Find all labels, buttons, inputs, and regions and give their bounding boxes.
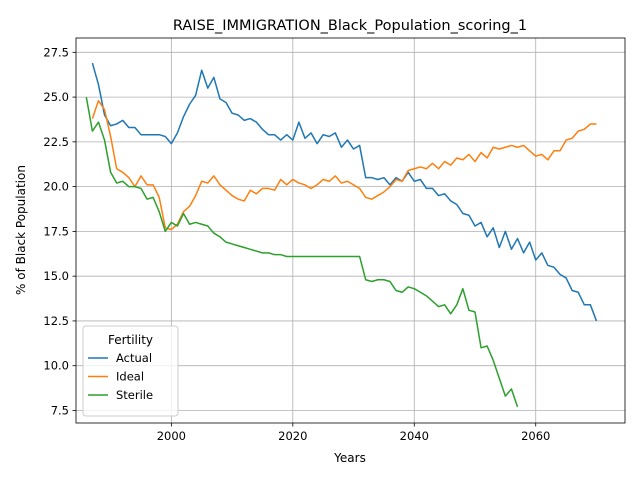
y-tick-label: 17.5 xyxy=(43,224,69,238)
legend-label-sterile: Sterile xyxy=(116,388,153,402)
x-tick-label: 2000 xyxy=(157,429,186,443)
x-axis-label: Years xyxy=(333,451,366,465)
legend-label-actual: Actual xyxy=(116,351,152,365)
chart-title: RAISE_IMMIGRATION_Black_Population_scori… xyxy=(173,18,527,34)
x-axis: 2000 2020 2040 2060 xyxy=(157,423,550,443)
y-tick-label: 27.5 xyxy=(43,45,69,59)
legend-label-ideal: Ideal xyxy=(116,370,144,384)
series-lines xyxy=(85,62,598,408)
x-tick-label: 2020 xyxy=(278,429,307,443)
y-tick-label: 7.5 xyxy=(51,403,69,417)
legend-box xyxy=(82,325,179,417)
y-tick-label: 15.0 xyxy=(43,269,69,283)
legend-entries: Actual Ideal Sterile xyxy=(88,351,153,402)
y-tick-label: 25.0 xyxy=(43,90,69,104)
y-axis-label: % of Black Population xyxy=(14,165,28,295)
y-tick-label: 10.0 xyxy=(43,359,69,373)
plot-frame xyxy=(75,37,626,424)
legend: Fertility Actual Ideal Sterile xyxy=(82,325,179,417)
y-tick-label: 12.5 xyxy=(43,314,69,328)
x-tick-label: 2060 xyxy=(521,429,550,443)
x-tick-label: 2040 xyxy=(400,429,429,443)
y-tick-label: 20.0 xyxy=(43,180,69,194)
legend-title: Fertility xyxy=(108,333,153,347)
y-tick-label: 22.5 xyxy=(43,135,69,149)
y-axis: 7.5 10.0 12.5 15.0 17.5 20.0 22.5 25.0 27.5 xyxy=(43,45,76,417)
series-line-actual xyxy=(91,62,598,322)
series-line-sterile xyxy=(85,96,519,408)
